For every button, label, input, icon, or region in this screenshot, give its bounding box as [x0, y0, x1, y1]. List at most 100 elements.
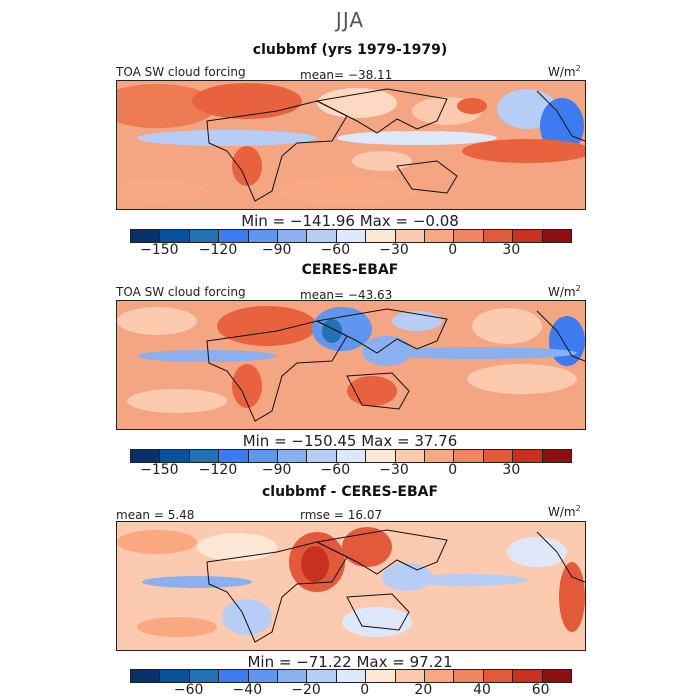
colorbar-segment [131, 230, 161, 242]
units-superscript: 2 [575, 64, 581, 73]
colorbar-tick-label: 0 [448, 242, 458, 258]
colorbar-segment [425, 670, 455, 682]
colorbar-segment [189, 670, 220, 682]
colorbar-segment [131, 670, 161, 682]
panel-3-map [116, 521, 586, 651]
colorbar-tick-label: 40 [473, 682, 491, 698]
colorbar-tick-label: −20 [291, 682, 321, 698]
colorbar-segment [542, 670, 572, 682]
colorbar-tick-label: −30 [379, 462, 409, 478]
coastline-asia [315, 529, 448, 575]
colorbar-segment [454, 230, 484, 242]
units-superscript: 2 [575, 284, 581, 293]
field-region [192, 83, 302, 119]
field-region [382, 563, 432, 591]
panel-3-min-max: Min = −71.22 Max = 97.21 [247, 653, 453, 671]
colorbar-segment [219, 450, 249, 462]
colorbar-segment [366, 670, 396, 682]
colorbar-tick-label: −90 [261, 242, 292, 258]
units-superscript: 2 [575, 504, 581, 513]
colorbar-segment [513, 230, 543, 242]
field-region [117, 530, 197, 554]
colorbar-tick-label: −40 [232, 682, 263, 698]
coastline-asia [315, 308, 448, 354]
coastline-americas [536, 90, 585, 142]
panel-3-colorbar [130, 669, 572, 683]
colorbar-segment [131, 450, 161, 462]
panel-1-map [116, 80, 586, 210]
field-region [117, 84, 217, 128]
colorbar-segment [483, 230, 514, 242]
panel-2-map [116, 300, 586, 430]
colorbar-segment [278, 670, 308, 682]
coastline-australia [396, 160, 458, 194]
colorbar-segment [307, 450, 337, 462]
field-region [462, 139, 585, 163]
field-region [127, 389, 227, 413]
field-region [472, 308, 542, 344]
field-region [337, 131, 497, 145]
colorbar-segment [160, 230, 190, 242]
colorbar-segment [278, 230, 308, 242]
coastline-asia [315, 88, 448, 134]
colorbar-segment [336, 450, 367, 462]
field-region [232, 146, 262, 186]
field-region [317, 88, 397, 118]
field-region [352, 151, 412, 171]
panel-3-stat-label: rmse = 16.07 [300, 508, 383, 522]
field-region [301, 546, 329, 582]
field-region [137, 350, 277, 362]
panel-1-map-svg [117, 81, 585, 209]
panel-1-left-label: TOA SW cloud forcing [116, 65, 246, 79]
field-region [347, 376, 397, 406]
panel-2-left-label: TOA SW cloud forcing [116, 285, 246, 299]
colorbar-tick-label: −60 [320, 242, 351, 258]
field-region [559, 562, 585, 632]
field-region [137, 130, 317, 146]
panel-1-title: clubbmf (yrs 1979-1979) [252, 42, 448, 58]
colorbar-segment [395, 230, 426, 242]
coastline-australia [346, 372, 410, 410]
colorbar-tick-label: 60 [531, 682, 550, 698]
panel-3-title: clubbmf - CERES-EBAF [261, 484, 439, 500]
field-region [222, 599, 272, 635]
panel-2-min-max: Min = −150.45 Max = 37.76 [242, 432, 458, 450]
panel-2-map-svg [117, 301, 585, 429]
colorbar-tick-label: 20 [414, 682, 433, 698]
colorbar-tick-label: −60 [320, 462, 351, 478]
panel-1-units: W/m2 [548, 64, 581, 79]
panel-2-stat-label: mean= −43.63 [300, 288, 393, 302]
field-region [217, 306, 317, 346]
field-region [232, 364, 262, 408]
coastline-americas [536, 531, 585, 583]
field-region [377, 347, 577, 359]
colorbar-segment [219, 670, 249, 682]
colorbar-tick-label: 30 [502, 462, 521, 478]
colorbar-tick-label: −60 [173, 682, 204, 698]
colorbar-segment [189, 450, 220, 462]
colorbar-segment [307, 230, 337, 242]
colorbar-segment [454, 670, 484, 682]
field-region [342, 607, 412, 637]
colorbar-segment [366, 230, 396, 242]
field-region [322, 319, 342, 343]
panel-2-title: CERES-EBAF [301, 262, 399, 278]
coastline-americas [536, 310, 585, 362]
colorbar-tick-label: 0 [448, 462, 458, 478]
panel-1-colorbar [130, 229, 572, 243]
field-region [142, 576, 252, 588]
colorbar-segment [483, 450, 514, 462]
coastline-australia [346, 593, 410, 631]
colorbar-segment [542, 230, 572, 242]
panel-1-stat-label: mean= −38.11 [300, 68, 393, 82]
field-region [137, 617, 217, 637]
units-text: W/m [548, 285, 576, 299]
panel-1-min-max: Min = −141.96 Max = −0.08 [241, 212, 459, 230]
colorbar-segment [395, 670, 426, 682]
field-region [197, 533, 277, 561]
panel-3-map-svg [117, 522, 585, 650]
colorbar-segment [483, 670, 514, 682]
colorbar-tick-label: −120 [198, 462, 238, 478]
field-region [467, 364, 577, 394]
colorbar-segment [425, 450, 455, 462]
